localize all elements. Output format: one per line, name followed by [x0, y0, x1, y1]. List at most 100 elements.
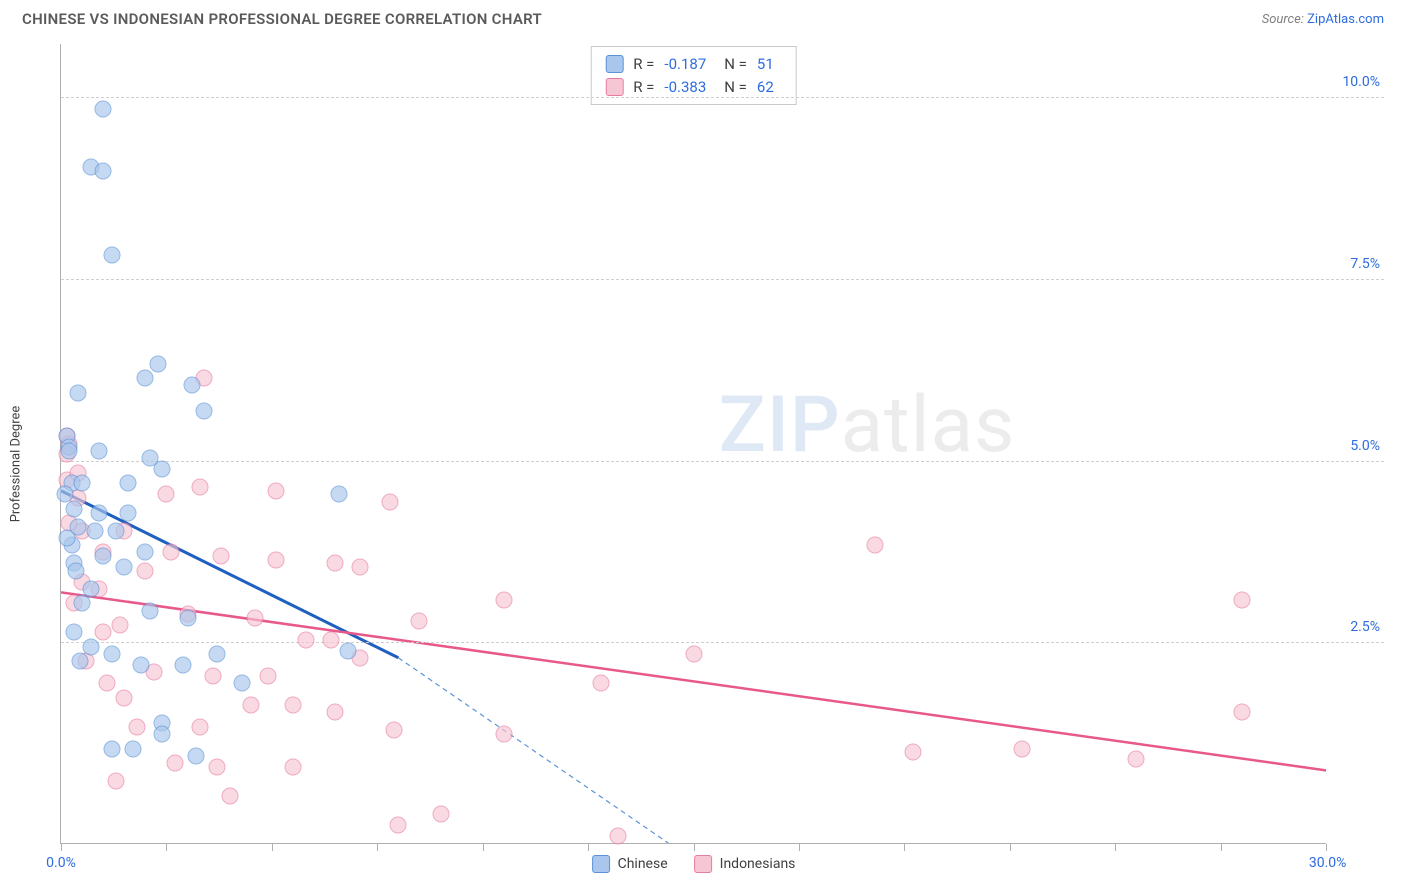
chinese-point — [133, 657, 150, 674]
chinese-point — [69, 384, 86, 401]
indonesians-point — [166, 755, 183, 772]
chinese-point — [175, 657, 192, 674]
indonesians-point — [609, 827, 626, 844]
chinese-point — [71, 653, 88, 670]
legend-label-indonesians: Indonesians — [720, 856, 796, 872]
watermark-atlas: atlas — [841, 380, 1016, 471]
chinese-point — [82, 638, 99, 655]
swatch-chinese — [592, 855, 610, 873]
watermark: ZIPatlas — [719, 380, 1016, 471]
indonesians-point — [192, 479, 209, 496]
indonesians-point — [268, 482, 285, 499]
chinese-point — [95, 548, 112, 565]
indonesians-point — [95, 624, 112, 641]
x-tick-label: 30.0% — [1309, 855, 1347, 871]
indonesians-point — [1233, 704, 1250, 721]
indonesians-point — [107, 773, 124, 790]
chinese-point — [95, 101, 112, 118]
plot-area: ZIPatlas R = -0.187 N = 51 R = -0.383 N … — [60, 44, 1326, 844]
y-tick-label: 5.0% — [1350, 438, 1380, 454]
chinese-point — [90, 442, 107, 459]
indonesians-point — [866, 537, 883, 554]
chinese-point — [86, 522, 103, 539]
stats-row-indonesians: R = -0.383 N = 62 — [605, 76, 782, 99]
indonesians-point — [268, 551, 285, 568]
series-legend: Chinese Indonesians — [592, 855, 796, 873]
chinese-point — [339, 642, 356, 659]
x-tick-label: 0.0% — [46, 855, 76, 871]
gridline — [61, 461, 1384, 462]
chinese-point — [141, 602, 158, 619]
indonesians-point — [246, 609, 263, 626]
chinese-point — [137, 544, 154, 561]
r-value-indonesians: -0.383 — [664, 76, 706, 99]
chinese-point — [67, 562, 84, 579]
swatch-indonesians — [694, 855, 712, 873]
indonesians-point — [432, 805, 449, 822]
chinese-point — [107, 522, 124, 539]
indonesians-point — [1233, 591, 1250, 608]
chinese-point — [149, 355, 166, 372]
n-value-indonesians: 62 — [757, 76, 774, 99]
indonesians-point — [284, 758, 301, 775]
indonesians-point — [327, 704, 344, 721]
indonesians-point — [685, 646, 702, 663]
x-tick — [61, 844, 62, 851]
gridline — [61, 642, 1384, 643]
x-tick — [483, 844, 484, 851]
stats-legend: R = -0.187 N = 51 R = -0.383 N = 62 — [590, 46, 797, 105]
chinese-point — [103, 246, 120, 263]
indonesians-point — [495, 591, 512, 608]
x-tick — [904, 844, 905, 851]
chinese-point — [57, 486, 74, 503]
chinese-point — [116, 558, 133, 575]
chinese-point — [196, 402, 213, 419]
indonesians-point — [297, 631, 314, 648]
indonesians-point — [162, 544, 179, 561]
indonesians-point — [495, 726, 512, 743]
chinese-point — [95, 163, 112, 180]
indonesians-point — [99, 675, 116, 692]
n-label: N = — [724, 53, 747, 76]
indonesians-point — [112, 617, 129, 634]
chinese-point — [74, 475, 91, 492]
chinese-point — [120, 475, 137, 492]
indonesians-point — [1014, 740, 1031, 757]
legend-label-chinese: Chinese — [618, 856, 668, 872]
indonesians-point — [1128, 751, 1145, 768]
r-label: R = — [633, 76, 654, 99]
r-value-chinese: -0.187 — [664, 53, 706, 76]
swatch-indonesians — [605, 78, 623, 96]
chart-title: CHINESE VS INDONESIAN PROFESSIONAL DEGRE… — [22, 10, 542, 28]
chinese-point — [59, 529, 76, 546]
indonesians-point — [327, 555, 344, 572]
n-value-chinese: 51 — [757, 53, 774, 76]
y-tick-label: 2.5% — [1350, 619, 1380, 635]
indonesians-point — [192, 718, 209, 735]
x-tick — [1010, 844, 1011, 851]
x-tick — [799, 844, 800, 851]
chinese-point — [154, 726, 171, 743]
x-tick — [1221, 844, 1222, 851]
source-name: ZipAtlas.com — [1307, 12, 1384, 27]
source-prefix: Source: — [1262, 12, 1307, 27]
watermark-zip: ZIP — [719, 380, 841, 471]
indonesians-point — [381, 493, 398, 510]
indonesians-point — [116, 689, 133, 706]
chinese-point — [154, 460, 171, 477]
chinese-point — [124, 740, 141, 757]
chinese-point — [65, 500, 82, 517]
indonesians-point — [322, 631, 339, 648]
chinese-point — [103, 740, 120, 757]
x-tick — [1115, 844, 1116, 851]
y-tick-label: 10.0% — [1342, 74, 1380, 90]
y-tick-label: 7.5% — [1350, 256, 1380, 272]
chinese-point — [65, 624, 82, 641]
indonesians-point — [592, 675, 609, 692]
chinese-point — [90, 504, 107, 521]
indonesians-point — [411, 613, 428, 630]
x-tick — [1326, 844, 1327, 851]
source-attribution: Source: ZipAtlas.com — [1262, 12, 1384, 27]
x-tick — [377, 844, 378, 851]
legend-item-indonesians: Indonesians — [694, 855, 796, 873]
